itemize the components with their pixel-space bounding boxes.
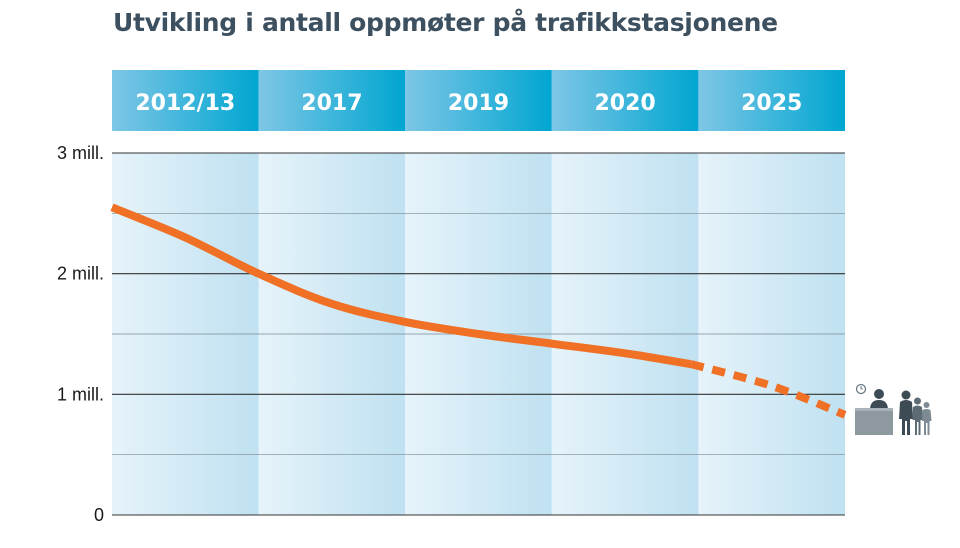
series-line <box>110 203 692 369</box>
column-header-bg <box>112 70 259 131</box>
column-bands: 2012/13 2017 2019 2020 2025 <box>112 70 845 515</box>
column-header-bg <box>698 70 845 131</box>
column-header-label: 2025 <box>741 91 802 116</box>
y-axis-ticks: 0 1 mill. 2 mill. 3 mill. <box>57 143 104 525</box>
y-tick-label: 2 mill. <box>57 264 104 284</box>
column-header-label: 2019 <box>448 91 509 116</box>
column-header-label: 2020 <box>594 91 655 116</box>
column-header-bg <box>258 70 406 131</box>
series-lines <box>110 203 847 419</box>
projection-line <box>690 360 847 419</box>
chart-title: Utvikling i antall oppmøter på trafikkst… <box>113 8 778 37</box>
column-header-bg <box>551 70 699 131</box>
column-header-label: 2012/13 <box>135 91 235 116</box>
queue-at-counter-icon <box>855 383 932 435</box>
column-header-label: 2017 <box>301 91 362 116</box>
y-tick-label: 0 <box>94 505 104 525</box>
y-tick-label: 1 mill. <box>57 384 104 404</box>
column-header-bg <box>405 70 552 131</box>
y-tick-label: 3 mill. <box>57 143 104 163</box>
